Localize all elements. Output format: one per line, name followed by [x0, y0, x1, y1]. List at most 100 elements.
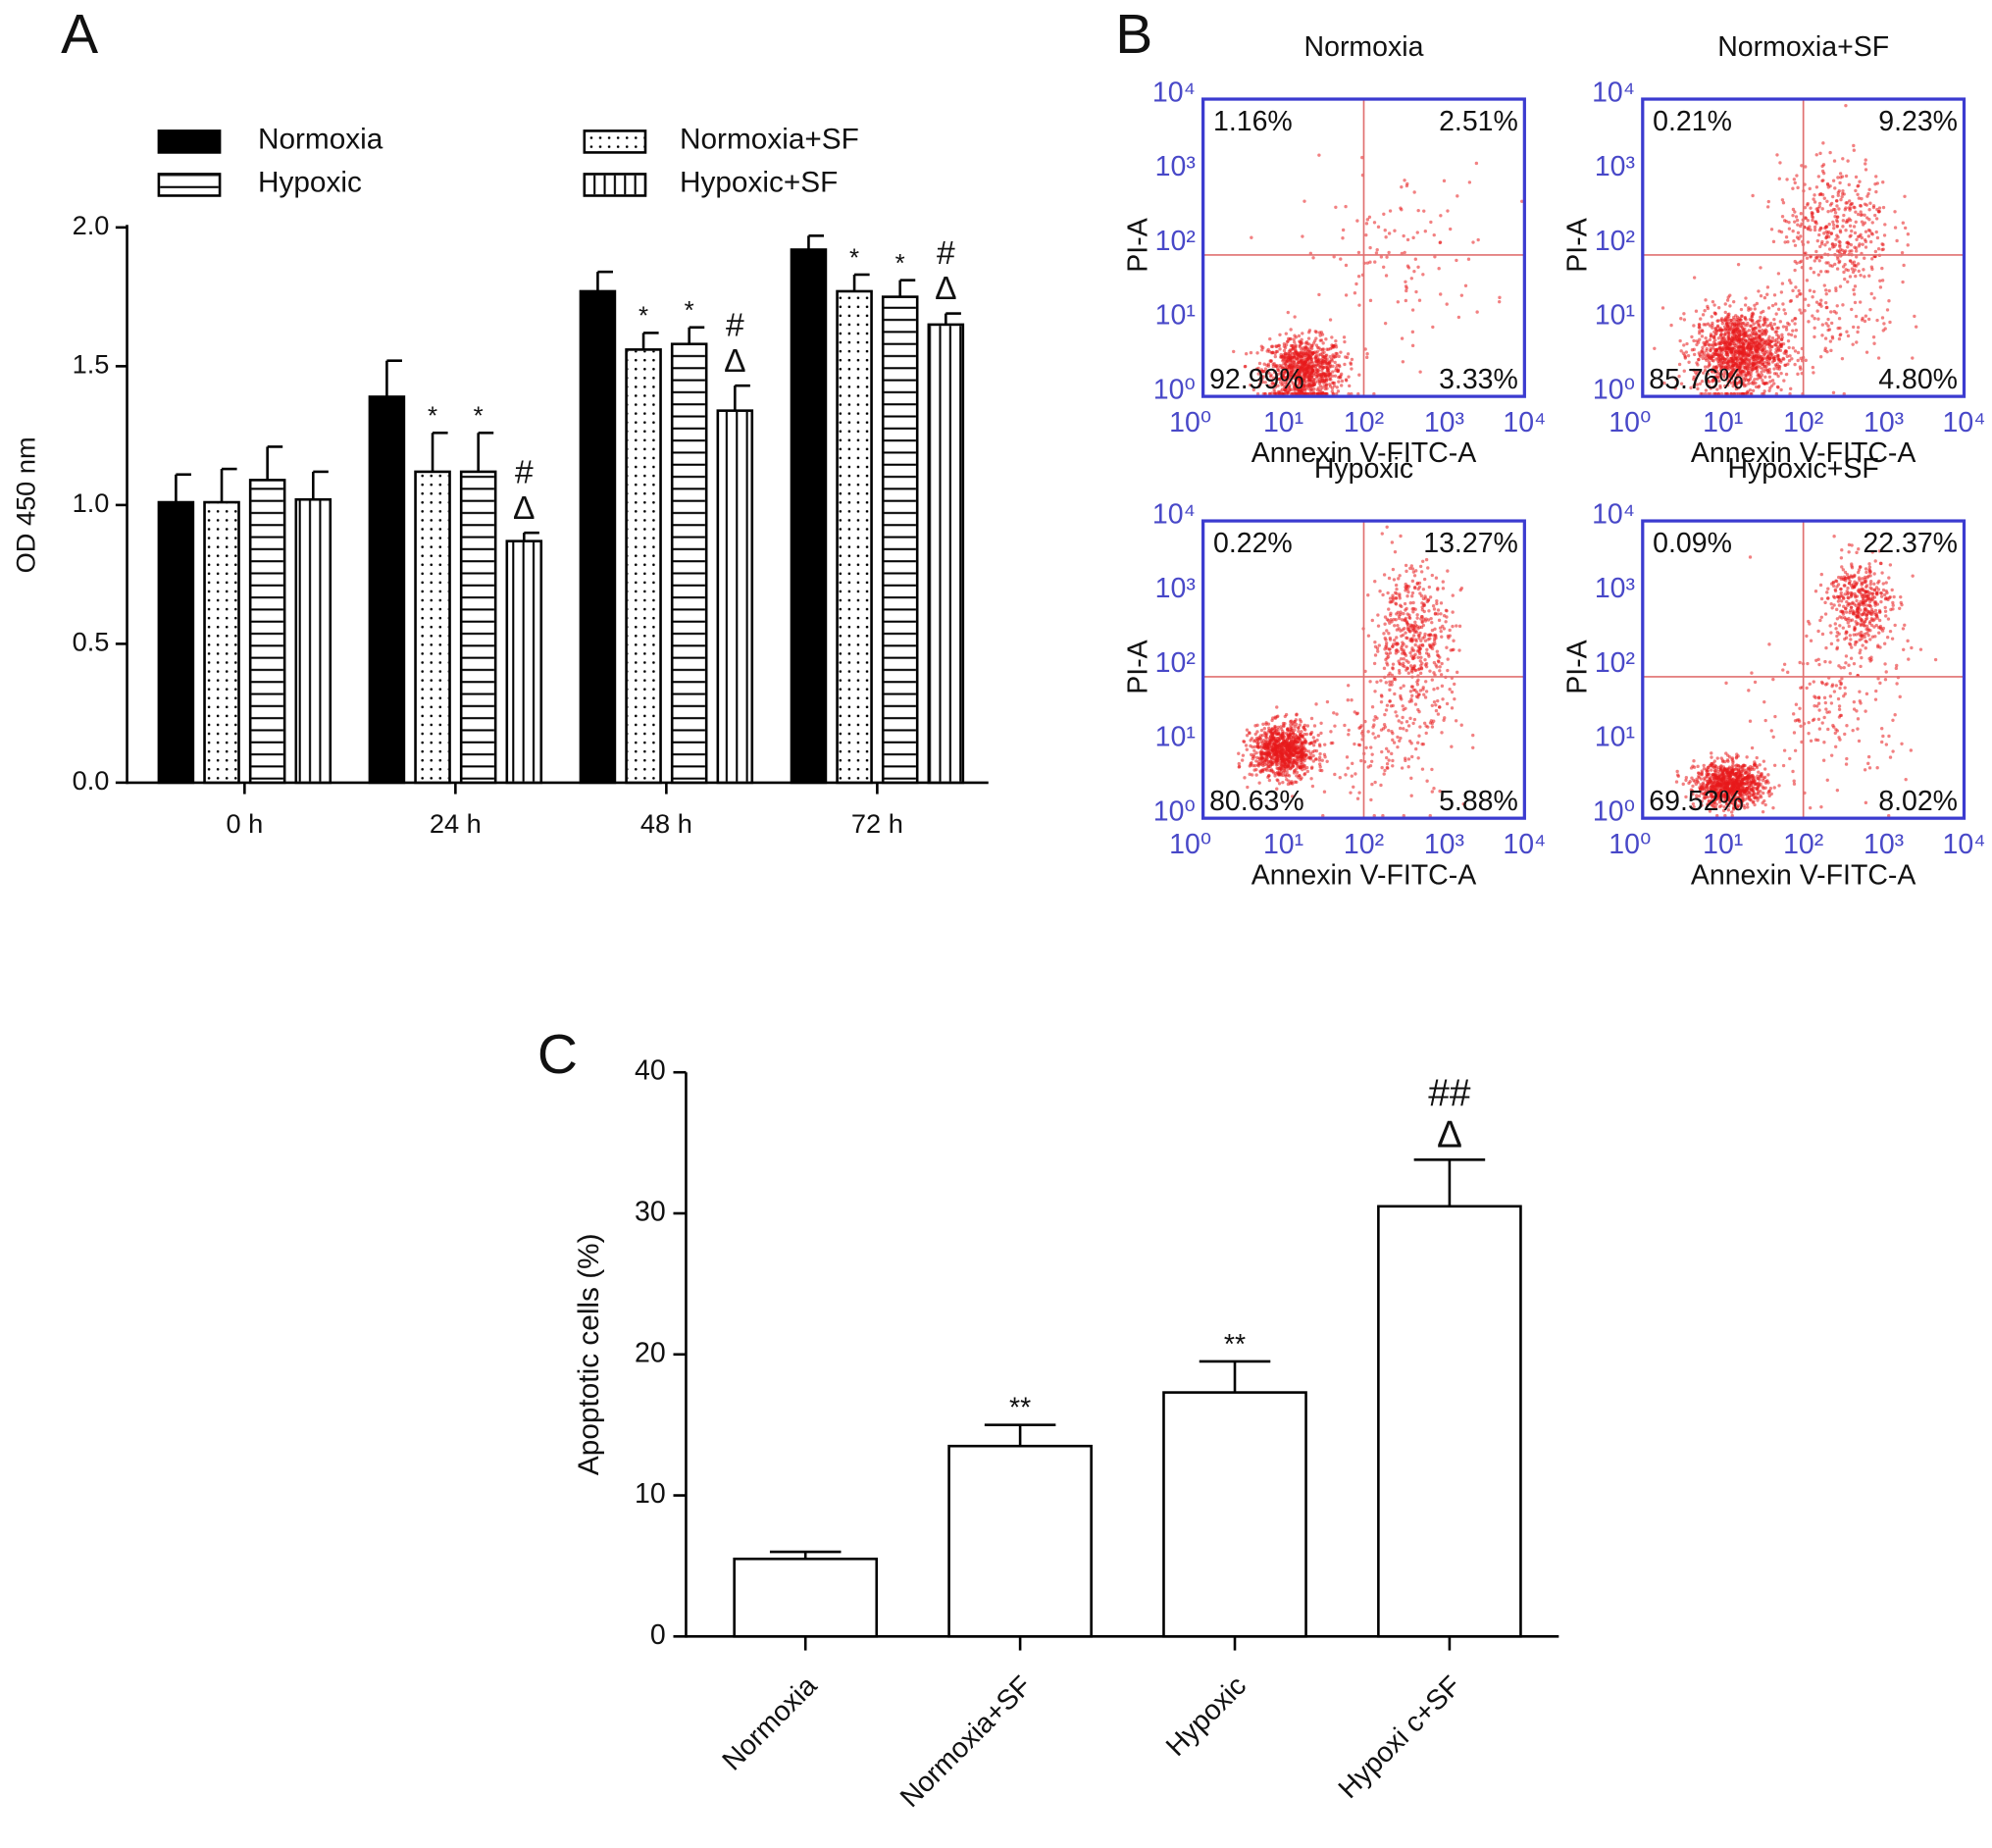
cell-dot — [1831, 220, 1835, 224]
cell-dot — [1366, 634, 1371, 638]
cell-dot — [1302, 732, 1306, 737]
cell-dot — [1297, 725, 1301, 730]
cell-dot — [1791, 186, 1795, 190]
cell-dot — [1747, 335, 1751, 339]
cell-dot — [1685, 341, 1689, 346]
cell-dot — [1410, 594, 1414, 598]
cell-dot — [1776, 307, 1781, 311]
cell-dot — [1779, 230, 1784, 234]
quadrant-label: 0.22% — [1213, 528, 1293, 559]
cell-dot — [1318, 751, 1322, 756]
cell-dot — [1854, 249, 1859, 253]
cell-dot — [1766, 306, 1771, 310]
cell-dot — [1721, 808, 1726, 813]
cell-dot — [1745, 324, 1749, 328]
cell-dot — [1333, 772, 1337, 777]
cell-dot — [1410, 607, 1414, 611]
cell-dot — [1278, 333, 1282, 336]
y-tick-label: 10³ — [1155, 151, 1196, 182]
cell-dot — [1279, 773, 1283, 777]
cell-dot — [1762, 791, 1765, 796]
cell-dot — [1815, 238, 1819, 243]
cell-dot — [1871, 334, 1876, 339]
cell-dot — [1720, 364, 1724, 368]
cell-dot — [1395, 642, 1400, 645]
cell-dot — [1399, 534, 1403, 539]
cell-dot — [1747, 371, 1751, 376]
cell-dot — [1267, 726, 1271, 731]
cell-dot — [1376, 734, 1381, 739]
cell-dot — [1856, 184, 1860, 188]
cell-dot — [1692, 377, 1696, 382]
cell-dot — [1302, 199, 1306, 203]
cell-dot — [1873, 249, 1878, 254]
cell-dot — [1414, 746, 1418, 751]
cell-dot — [1844, 201, 1848, 205]
cell-dot — [1733, 326, 1737, 330]
cell-dot — [1775, 153, 1779, 157]
cell-dot — [1864, 203, 1868, 207]
cell-dot — [1850, 307, 1854, 312]
cell-dot — [1405, 569, 1408, 574]
cell-dot — [1410, 343, 1415, 348]
cell-dot — [1359, 758, 1363, 763]
cell-dot — [1742, 329, 1746, 333]
cell-dot — [1723, 310, 1727, 315]
legend-swatch-pattern — [586, 131, 644, 152]
cell-dot — [1457, 624, 1462, 628]
cell-dot — [1874, 175, 1878, 179]
cell-dot — [1756, 346, 1761, 350]
cell-dot — [1729, 391, 1733, 396]
cell-dot — [1703, 368, 1708, 373]
cell-dot — [1812, 289, 1816, 293]
cell-dot — [1274, 761, 1278, 765]
cell-dot — [1432, 660, 1437, 665]
cell-dot — [1242, 740, 1246, 744]
cell-dot — [1403, 179, 1406, 182]
cell-dot — [1461, 801, 1465, 806]
quadrant-label: 85.76% — [1649, 364, 1744, 395]
cell-dot — [1281, 743, 1286, 746]
bar — [790, 248, 828, 785]
cell-dot — [1784, 349, 1788, 353]
cell-dot — [1761, 379, 1764, 383]
cell-dot — [1400, 604, 1404, 609]
cell-dot — [1780, 333, 1784, 336]
cell-dot — [1830, 242, 1834, 246]
cell-dot — [1309, 755, 1313, 759]
cell-dot — [1698, 337, 1702, 341]
cell-dot — [1780, 198, 1785, 202]
cell-dot — [1724, 360, 1728, 364]
cell-dot — [1796, 350, 1801, 355]
cell-dot — [1402, 727, 1405, 731]
cell-dot — [1302, 391, 1306, 396]
cell-dot — [1684, 795, 1688, 799]
cell-dot — [1718, 385, 1722, 389]
cell-dot — [1356, 275, 1361, 279]
cell-dot — [1297, 381, 1302, 385]
cell-dot — [1399, 736, 1403, 741]
significance-label: * — [849, 244, 859, 272]
cell-dot — [1420, 767, 1425, 771]
cell-dot — [1837, 317, 1842, 321]
cell-dot — [1404, 653, 1408, 657]
cell-dot — [1689, 788, 1694, 792]
cell-dot — [1304, 365, 1308, 369]
cell-dot — [1275, 766, 1279, 770]
y-tick-label: 10⁰ — [1593, 374, 1635, 405]
cell-dot — [1325, 357, 1329, 361]
cell-dot — [1297, 388, 1302, 392]
cell-dot — [1408, 601, 1412, 605]
cell-dot — [1834, 237, 1838, 241]
cell-dot — [1785, 354, 1790, 359]
cell-dot — [1406, 590, 1410, 594]
cell-dot — [1255, 391, 1260, 396]
cell-dot — [1388, 699, 1392, 703]
cell-dot — [1370, 752, 1374, 756]
cell-dot — [1865, 194, 1869, 198]
cell-dot — [1246, 785, 1250, 790]
cell-dot — [1287, 364, 1292, 368]
cell-dot — [1837, 260, 1841, 265]
cell-dot — [1677, 362, 1682, 367]
cell-dot — [1369, 745, 1373, 749]
